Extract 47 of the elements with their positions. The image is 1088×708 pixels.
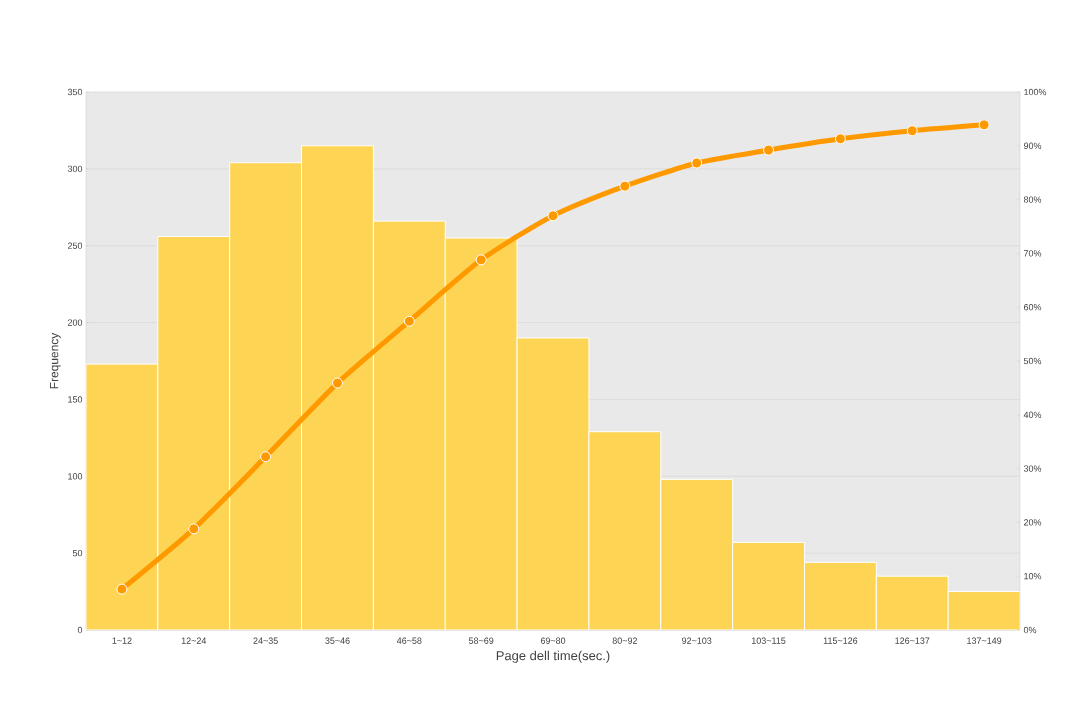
x-tick-label: 12~24 xyxy=(181,637,207,644)
x-tick-label: 46~58 xyxy=(396,637,422,644)
y-tick-label: 250 xyxy=(67,242,83,249)
x-tick-label: 80~92 xyxy=(612,637,637,644)
x-tick-label: 35~46 xyxy=(325,637,350,644)
y2-tick-label: 50% xyxy=(1023,357,1042,365)
x-tick-label: 126~137 xyxy=(895,637,930,644)
y-tick-label: 50 xyxy=(72,549,83,557)
y-tick-label: 0 xyxy=(77,626,83,634)
y2-tick-label: 60% xyxy=(1023,304,1042,311)
x-tick-label: 1~12 xyxy=(112,637,132,644)
x-tick-label: 69~80 xyxy=(540,637,566,644)
x-tick-label: 58~69 xyxy=(468,637,494,644)
x-axis-title: Page dell time(sec.) xyxy=(496,650,610,663)
point xyxy=(906,125,918,137)
y-tick-label: 100 xyxy=(68,473,83,480)
point xyxy=(834,133,846,145)
y-tick-label: 200 xyxy=(67,319,83,326)
x-tick-label: 115~126 xyxy=(823,637,858,644)
y2-tick-label: 90% xyxy=(1023,142,1042,149)
point xyxy=(619,180,631,192)
x-tick-label: 92~103 xyxy=(682,637,712,644)
point xyxy=(978,119,990,131)
x-tick-label: 103~115 xyxy=(751,637,786,644)
x-tick-label: 137~149 xyxy=(967,637,1002,644)
y2-tick-label: 80% xyxy=(1023,196,1042,203)
point xyxy=(403,315,415,327)
point xyxy=(691,157,703,169)
y2-tick-label: 20% xyxy=(1023,519,1042,526)
y2-tick-label: 70% xyxy=(1023,250,1042,257)
y-axis-title: Frequency xyxy=(49,332,61,389)
y2-tick-label: 30% xyxy=(1023,465,1042,472)
y2-tick-label: 10% xyxy=(1024,573,1042,580)
y-tick-label: 300 xyxy=(67,165,83,173)
point xyxy=(475,254,487,266)
point xyxy=(260,451,272,463)
y-tick-label: 150 xyxy=(68,396,83,403)
point xyxy=(188,523,200,535)
point xyxy=(547,210,559,222)
y2-tick-label: 100% xyxy=(1024,88,1047,96)
y2-tick-label: 0% xyxy=(1023,626,1037,634)
y2-tick-label: 40% xyxy=(1023,411,1042,418)
y-tick-label: 350 xyxy=(67,88,83,96)
point xyxy=(331,377,343,389)
x-tick-label: 24~35 xyxy=(253,637,278,644)
point xyxy=(763,144,775,156)
point xyxy=(116,583,128,595)
